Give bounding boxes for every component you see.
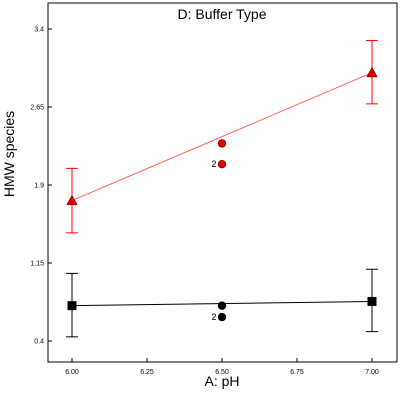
design-point xyxy=(217,139,227,148)
x-tick-label: 6.75 xyxy=(290,369,304,376)
y-tick-label: 3.4 xyxy=(34,27,44,34)
y-tick-label: 0.4 xyxy=(34,339,44,346)
x-tick-label: 6.00 xyxy=(65,369,79,376)
design-point xyxy=(217,159,227,169)
y-axis-title: HMW species xyxy=(1,111,17,197)
point-count-label: 2 xyxy=(211,159,216,169)
series-layer: 22 xyxy=(66,39,378,338)
square-marker xyxy=(367,296,377,306)
triangle-marker xyxy=(66,194,78,206)
design-point xyxy=(217,301,227,310)
fit-line xyxy=(71,72,373,202)
series-square: 2 xyxy=(66,268,378,338)
x-axis-ticks: 6.00 6.25 6.50 6.75 7.00 xyxy=(65,358,379,376)
x-tick-label: 6.50 xyxy=(215,369,229,376)
point-count-label: 2 xyxy=(211,312,216,322)
x-axis-title: A: pH xyxy=(204,373,239,389)
design-point xyxy=(217,312,227,322)
x-tick-label: 6.25 xyxy=(140,369,154,376)
y-tick-label: 1.9 xyxy=(34,183,44,190)
triangle-marker xyxy=(366,66,378,78)
square-marker xyxy=(67,301,77,311)
series-triangle: 2 xyxy=(66,39,378,234)
chart-title: D: Buffer Type xyxy=(178,6,267,22)
y-tick-label: 2.65 xyxy=(30,105,44,112)
y-tick-label: 1.15 xyxy=(30,261,44,268)
x-tick-label: 7.00 xyxy=(365,369,379,376)
y-axis-ticks: 0.4 1.15 1.9 2.65 3.4 xyxy=(30,27,52,346)
